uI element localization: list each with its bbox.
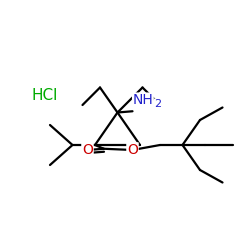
Text: O: O xyxy=(127,143,138,157)
Text: HCl: HCl xyxy=(32,88,58,102)
Text: NH: NH xyxy=(132,93,153,107)
Text: 2: 2 xyxy=(154,99,161,109)
Text: O: O xyxy=(82,143,93,157)
